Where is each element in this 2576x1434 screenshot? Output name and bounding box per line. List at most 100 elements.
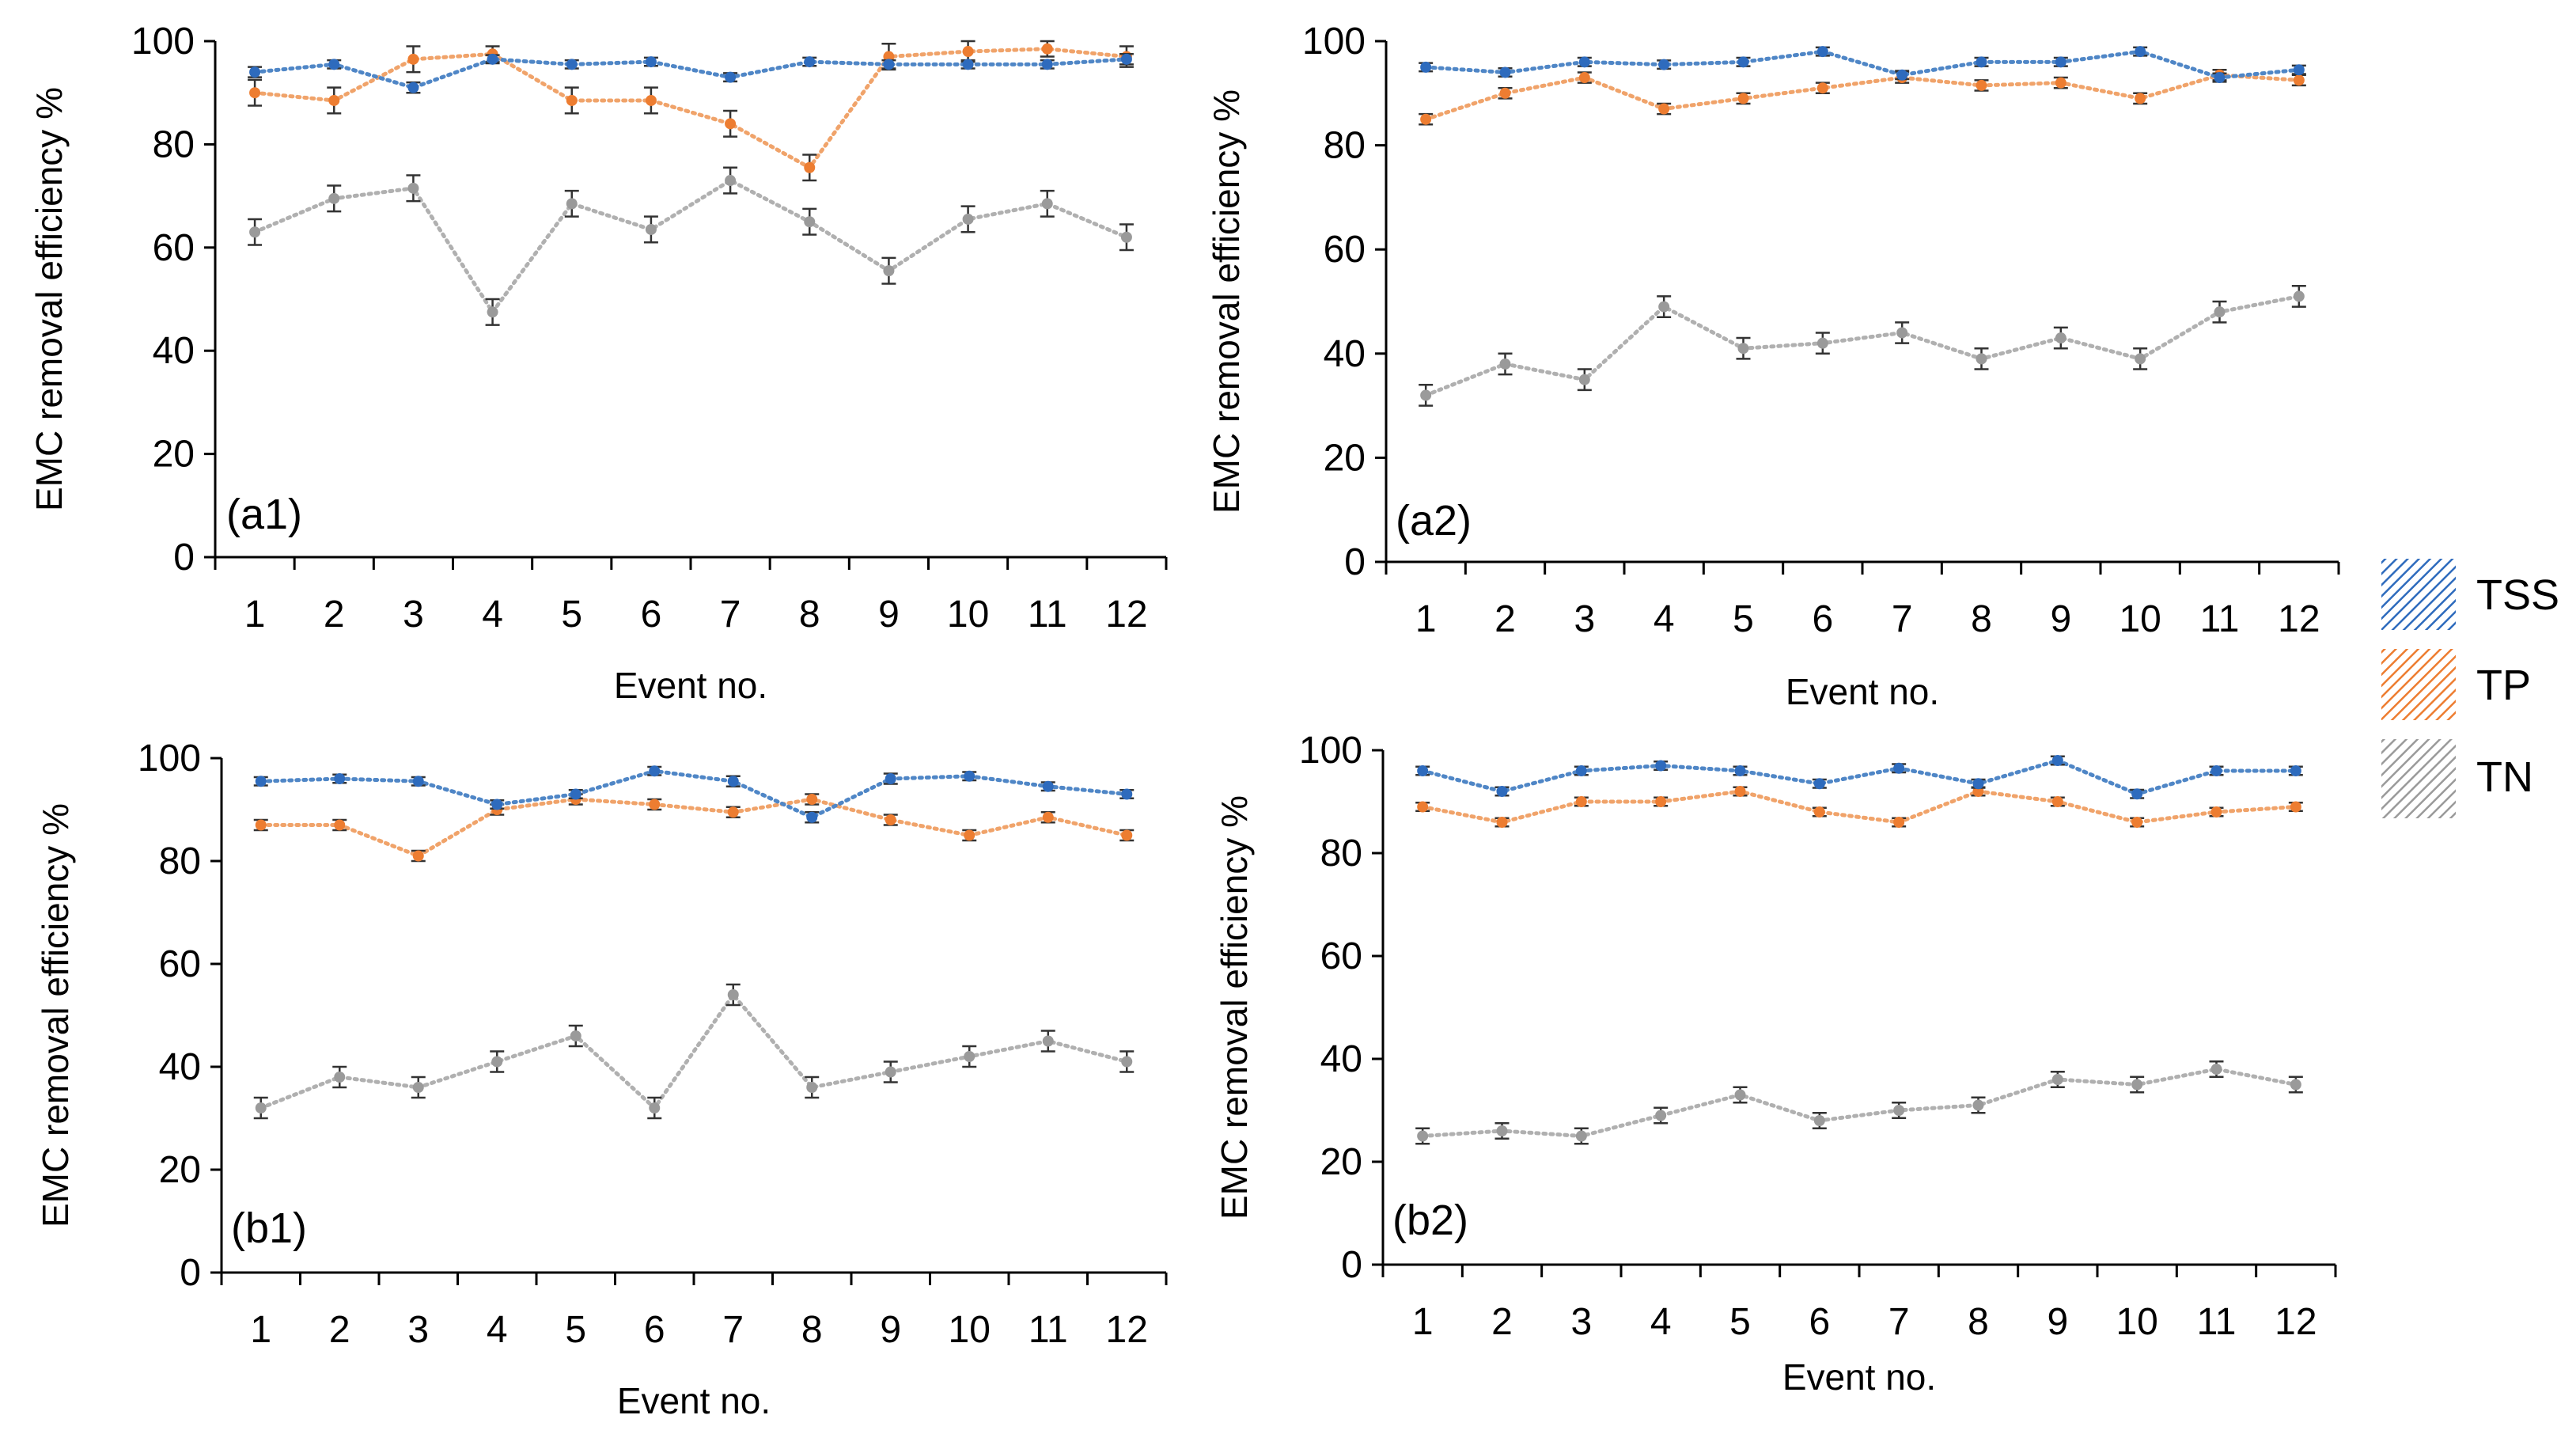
- data-point: [964, 770, 975, 782]
- data-point: [1896, 327, 1908, 339]
- y-tick-label: 40: [159, 1046, 201, 1088]
- x-tick-label: 1: [1415, 598, 1437, 640]
- legend-label-tp: TP: [2476, 662, 2531, 709]
- data-point: [2131, 817, 2143, 828]
- y-tick-label: 60: [159, 943, 201, 985]
- y-tick-label: 80: [1324, 125, 1366, 167]
- data-point: [491, 799, 503, 810]
- x-tick-label: 7: [1888, 1301, 1910, 1343]
- y-tick-label: 100: [1302, 21, 1366, 63]
- y-tick-label: 60: [1320, 935, 1362, 977]
- data-point: [249, 226, 261, 238]
- data-point: [1420, 61, 1432, 73]
- data-point: [1499, 358, 1511, 370]
- series-line-tss: [252, 57, 1129, 90]
- data-point: [249, 66, 261, 78]
- x-tick-label: 11: [1029, 1309, 1068, 1351]
- data-point: [1893, 817, 1905, 828]
- data-point: [1575, 1130, 1587, 1142]
- data-point: [1976, 79, 1987, 91]
- data-point: [1737, 56, 1749, 68]
- data-point: [964, 1051, 975, 1062]
- x-tick-label: 1: [1412, 1301, 1434, 1343]
- y-tick-label: 40: [153, 330, 195, 372]
- data-point: [2293, 64, 2305, 76]
- data-point: [255, 776, 267, 787]
- data-point: [1120, 53, 1132, 65]
- x-tick-label: 12: [2278, 598, 2320, 640]
- data-point: [1893, 1105, 1905, 1116]
- panel-label: (a2): [1396, 497, 1472, 544]
- data-point: [407, 53, 419, 65]
- x-tick-label: 9: [2047, 1301, 2068, 1343]
- data-point: [1120, 231, 1132, 243]
- data-point: [566, 59, 578, 70]
- series-tp: [1415, 786, 2303, 828]
- data-point: [570, 788, 581, 800]
- legend-label-tss: TSS: [2476, 571, 2559, 619]
- data-point: [407, 82, 419, 93]
- x-tick-label: 12: [1105, 594, 1147, 635]
- series-line-tss: [1420, 758, 2298, 796]
- data-point: [1499, 87, 1511, 99]
- data-point: [727, 989, 739, 1000]
- data-point: [328, 59, 340, 70]
- series-line-tss: [1423, 49, 2301, 80]
- data-point: [649, 1102, 661, 1113]
- data-point: [487, 306, 498, 318]
- x-tick-label: 8: [801, 1309, 823, 1351]
- data-point: [1496, 1125, 1508, 1136]
- data-point: [1655, 760, 1667, 772]
- panel-label: (b1): [231, 1204, 307, 1252]
- series-tn: [248, 166, 1134, 326]
- x-tick-label: 3: [1574, 598, 1595, 640]
- data-point: [566, 198, 578, 210]
- x-tick-label: 6: [644, 1309, 665, 1351]
- data-point: [2131, 1079, 2143, 1091]
- data-point: [334, 819, 346, 831]
- x-tick-label: 6: [641, 594, 662, 635]
- series-line-tp: [252, 47, 1129, 171]
- data-point: [1042, 1035, 1054, 1047]
- data-point: [1041, 43, 1053, 55]
- data-point: [2055, 77, 2066, 89]
- series-line-tp: [1423, 73, 2301, 122]
- y-tick-label: 20: [1324, 437, 1366, 479]
- x-tick-label: 2: [1494, 598, 1516, 640]
- series-line-tp: [1420, 789, 2298, 825]
- data-point: [645, 56, 657, 68]
- data-point: [1972, 1099, 1984, 1111]
- x-tick-label: 9: [878, 594, 900, 635]
- data-point: [962, 59, 974, 70]
- data-point: [1041, 59, 1053, 70]
- y-tick-label: 20: [1320, 1141, 1362, 1183]
- data-point: [1042, 780, 1054, 792]
- y-tick-label: 20: [153, 434, 195, 476]
- x-axis-title: Event no.: [617, 1380, 771, 1421]
- series-line-tn: [1423, 294, 2301, 397]
- data-point: [1893, 762, 1905, 774]
- legend-item-tn: TN: [2381, 739, 2533, 818]
- data-point: [2214, 72, 2226, 84]
- data-point: [1417, 801, 1429, 813]
- x-tick-label: 6: [1812, 598, 1833, 640]
- data-point: [962, 213, 974, 225]
- series-tp: [248, 40, 1134, 182]
- data-point: [1121, 829, 1133, 841]
- y-tick-label: 40: [1320, 1038, 1362, 1080]
- data-point: [1578, 72, 1590, 84]
- y-tick-label: 0: [180, 1252, 201, 1294]
- data-point: [1976, 353, 1987, 365]
- series-tn: [1419, 285, 2306, 407]
- data-point: [1655, 796, 1667, 807]
- data-point: [2051, 796, 2063, 807]
- data-point: [2135, 46, 2146, 58]
- x-tick-label: 8: [1968, 1301, 1989, 1343]
- x-tick-label: 11: [2197, 1301, 2237, 1343]
- y-tick-label: 0: [1341, 1244, 1362, 1286]
- series-line-tn: [252, 178, 1129, 316]
- x-tick-label: 1: [244, 594, 266, 635]
